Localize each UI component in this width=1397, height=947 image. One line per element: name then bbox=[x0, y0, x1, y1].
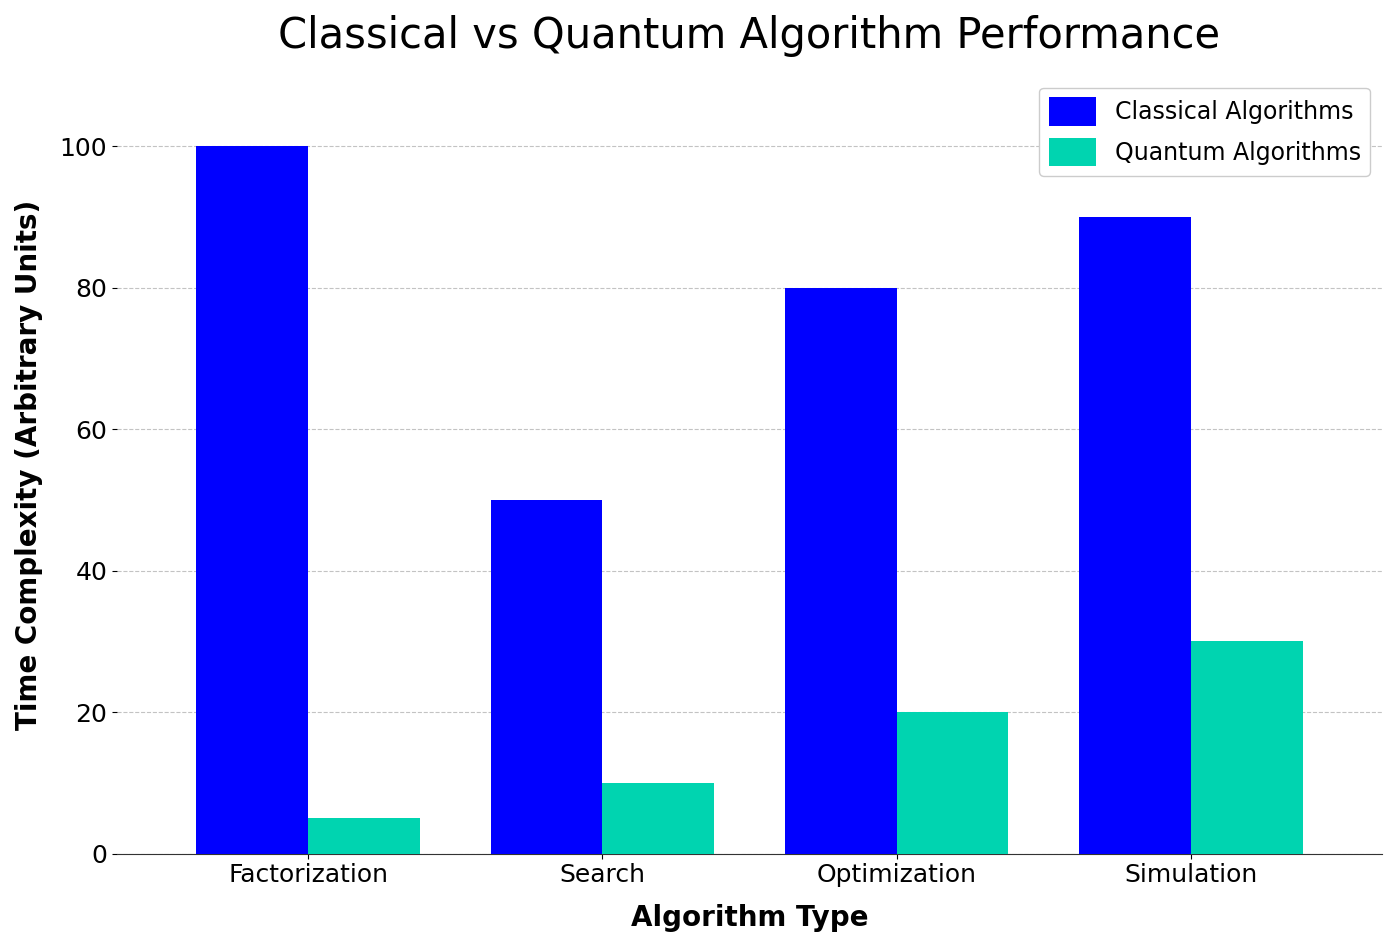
Bar bbox=[1078, 217, 1190, 853]
Legend: Classical Algorithms, Quantum Algorithms: Classical Algorithms, Quantum Algorithms bbox=[1039, 87, 1370, 176]
Bar bbox=[197, 147, 309, 853]
Bar bbox=[785, 288, 897, 853]
Y-axis label: Time Complexity (Arbitrary Units): Time Complexity (Arbitrary Units) bbox=[15, 200, 43, 730]
Bar bbox=[490, 500, 602, 853]
Bar bbox=[897, 712, 1009, 853]
Bar bbox=[602, 783, 714, 853]
X-axis label: Algorithm Type: Algorithm Type bbox=[631, 904, 869, 932]
Bar bbox=[309, 818, 420, 853]
Title: Classical vs Quantum Algorithm Performance: Classical vs Quantum Algorithm Performan… bbox=[278, 15, 1221, 57]
Bar bbox=[1190, 641, 1302, 853]
